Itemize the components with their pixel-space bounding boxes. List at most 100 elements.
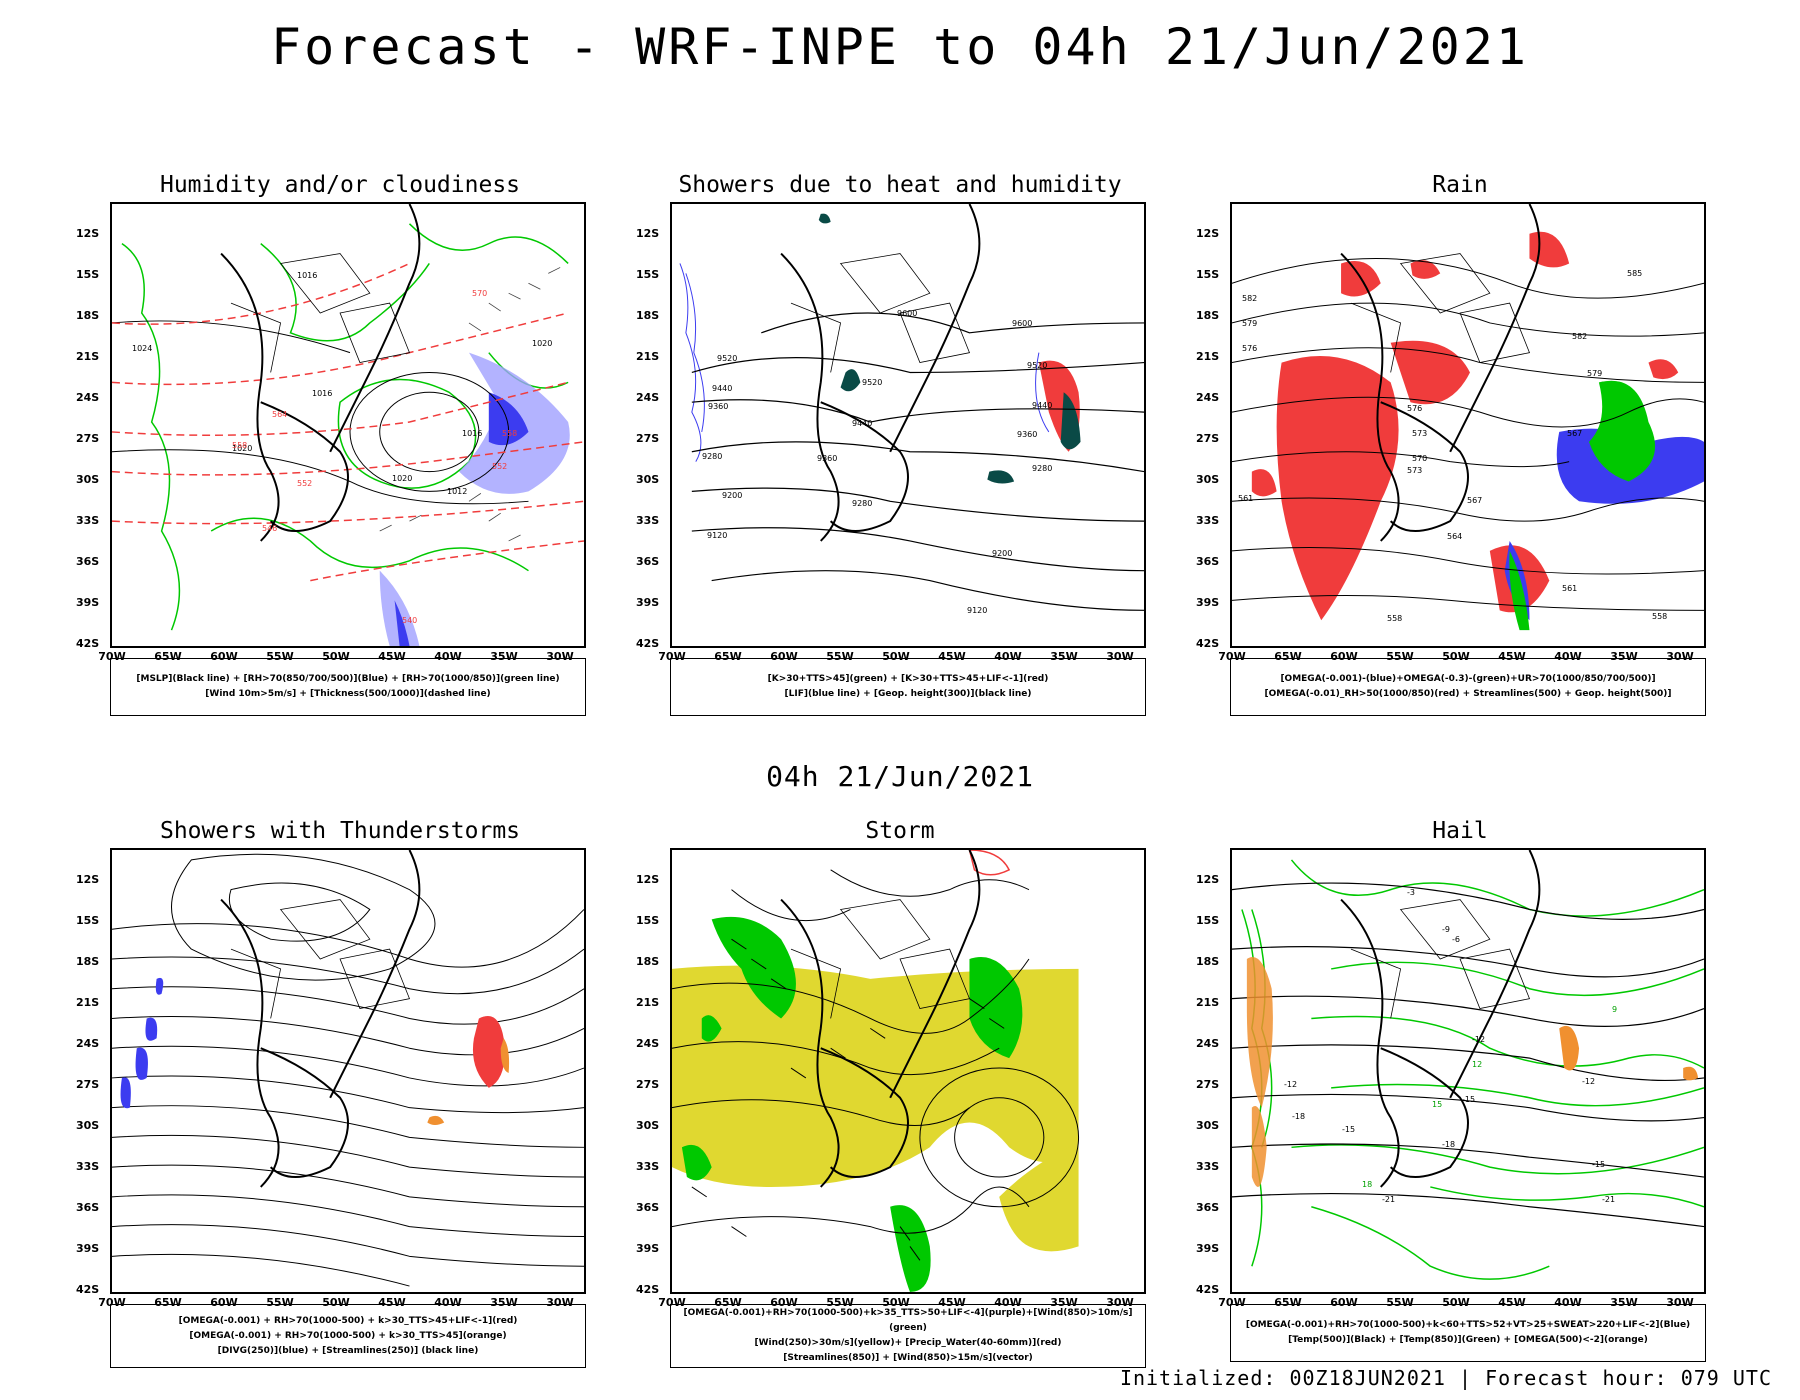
thickness-label: 540 [402,616,418,625]
y-tick: 18S [1196,955,1220,968]
y-tick: 12S [636,873,660,886]
legend-line: [OMEGA(-0.001)+RH>70(1000-500)+k>35_TTS>… [683,1308,1133,1333]
contour-label: 9120 [707,531,728,540]
contour-label: 9360 [817,454,838,463]
y-tick: 36S [1196,555,1220,568]
legend-line: [MSLP](Black line) + [RH>70(850/700/500)… [136,674,560,684]
legend-line: [LIF](blue line) + [Geop. height(300)](b… [784,689,1032,699]
contour-label: 9200 [992,549,1013,558]
contour-label: 9200 [722,491,743,500]
contour-label: 579 [1587,369,1603,378]
x-tick: 70W [1218,650,1246,663]
panel-title: Rain [1432,172,1488,198]
y-tick: 21S [636,996,660,1009]
x-tick: 40W [994,650,1022,663]
x-tick: 60W [770,650,798,663]
contour-label: 9440 [712,384,733,393]
contour-label: 582 [1242,294,1258,303]
x-tick: 70W [98,650,126,663]
contour-label: 573 [1407,466,1423,475]
y-tick: 24S [636,391,660,404]
legend-line: [OMEGA(-0.01)_RH>50(1000/850)(red) + Str… [1264,689,1672,699]
thickness-label: 558 [502,429,518,438]
y-tick: 33S [1196,514,1220,527]
y-tick: 33S [636,1160,660,1173]
x-tick: 60W [210,650,238,663]
y-tick: 36S [76,1201,100,1214]
thickness-label: 552 [297,479,313,488]
map-hail: -9 -12 -12 -12 -15 -15 -15 -18 -18 -21 -… [1230,848,1706,1294]
x-tick: 55W [266,650,294,663]
isobar-label: 1012 [447,487,468,496]
y-tick: 21S [76,996,100,1009]
contour-label: -3 [1407,888,1415,897]
contour-label: 9600 [1012,319,1033,328]
y-tick: 18S [76,955,100,968]
x-tick: 55W [826,650,854,663]
contour-label: 9360 [708,402,729,411]
contour-label: 9520 [717,354,738,363]
isobar-label: 1016 [462,429,483,438]
contour-label: -12 [1284,1080,1298,1089]
y-tick: 15S [636,914,660,927]
y-tick: 36S [1196,1201,1220,1214]
y-tick: 36S [636,1201,660,1214]
contour-label: -15 [1462,1095,1476,1104]
y-tick: 15S [76,914,100,927]
x-tick: 40W [1554,650,1582,663]
x-tick: 50W [322,650,350,663]
x-tick: 30W [1106,650,1134,663]
y-tick: 15S [1196,914,1220,927]
y-tick: 36S [76,555,100,568]
legend-line: [OMEGA(-0.001)+RH>70(1000-500)+k<60+TTS>… [1245,1320,1691,1330]
map-svg [672,850,1080,1292]
y-tick: 18S [1196,309,1220,322]
map-storm [670,848,1146,1294]
y-tick: 42S [76,637,100,650]
contour-label: 9280 [1032,464,1053,473]
isobar-label: 1020 [392,474,413,483]
x-tick: 60W [1330,1296,1358,1309]
panel-title: Humidity and/or cloudiness [159,172,521,198]
contour-label: 9280 [852,499,873,508]
contour-label: -21 [1382,1195,1396,1204]
map-rain: 585 582 579 576 573 570 567 564 561 558 … [1230,202,1706,648]
panel-legend: [MSLP](Black line) + [RH>70(850/700/500)… [110,658,586,716]
y-tick: 24S [636,1037,660,1050]
legend-line: [Wind(250)>30m/s](yellow)+ [Precip_Water… [754,1338,1062,1348]
y-tick: 21S [1196,350,1220,363]
y-tick: 30S [76,1119,100,1132]
contour-label: 9 [1612,1005,1618,1014]
y-tick: 27S [1196,1078,1220,1091]
thickness-label: 552 [492,462,508,471]
x-tick: 65W [714,650,742,663]
x-tick: 55W [1386,1296,1414,1309]
y-tick: 27S [636,432,660,445]
y-tick: 42S [1196,1283,1220,1296]
y-tick: 30S [636,1119,660,1132]
contour-label: -12 [1472,1035,1486,1044]
panel-legend: [OMEGA(-0.001)-(blue)+OMEGA(-0.3)-(green… [1230,658,1706,716]
legend-line: [Wind 10m>5m/s] + [Thickness(500/1000)](… [205,689,491,699]
contour-label: 585 [1627,269,1643,278]
y-tick: 21S [76,350,100,363]
contour-label: 9280 [702,452,723,461]
contour-label: 9440 [1032,401,1053,410]
x-tick: 35W [1050,650,1078,663]
thickness-label: 570 [472,289,488,298]
isobar-label: 1024 [132,344,153,353]
x-tick: 70W [658,1296,686,1309]
x-tick: 30W [546,650,574,663]
x-tick: 60W [1330,650,1358,663]
x-tick: 65W [1274,1296,1302,1309]
x-tick: 35W [490,650,518,663]
y-tick: 18S [76,309,100,322]
contour-label: 561 [1562,584,1578,593]
contour-label: -15 [1342,1125,1356,1134]
x-tick: 45W [378,650,406,663]
y-tick: 39S [76,596,100,609]
contour-label: 9440 [852,419,873,428]
y-tick: 12S [1196,873,1220,886]
panel-hail: Hail [1190,818,1730,1378]
x-tick: 55W [1386,650,1414,663]
